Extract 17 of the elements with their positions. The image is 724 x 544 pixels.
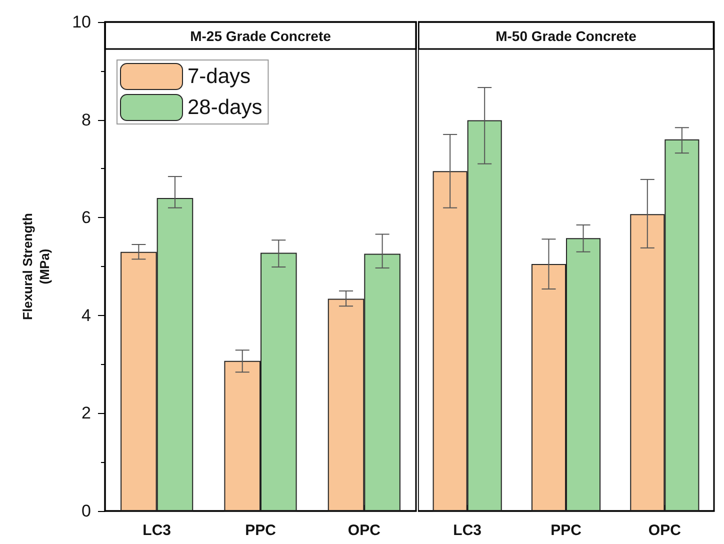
y-tick-label: 4 [82,306,91,325]
y-tick-label: 8 [82,110,91,130]
y-tick-label: 0 [82,502,91,520]
legend-label: 28-days [188,96,262,119]
y-axis-title: Flexural Strength (MPa) [20,212,52,320]
x-tick-label: OPC [648,522,682,539]
y-tick-label: 2 [82,404,91,423]
x-tick-label: PPC [245,522,276,539]
y-tick-label: 6 [82,208,91,228]
x-tick-label: OPC [348,522,381,539]
y-tick-label: 10 [72,12,91,32]
chart-title: M-50 Grade Concrete [496,28,637,44]
legend-label: 7-days [188,65,251,88]
x-tick-label: LC3 [142,522,172,539]
x-tick-label: LC3 [453,522,482,539]
chart-title: M-25 Grade Concrete [190,28,332,44]
x-tick-label: PPC [550,522,582,539]
